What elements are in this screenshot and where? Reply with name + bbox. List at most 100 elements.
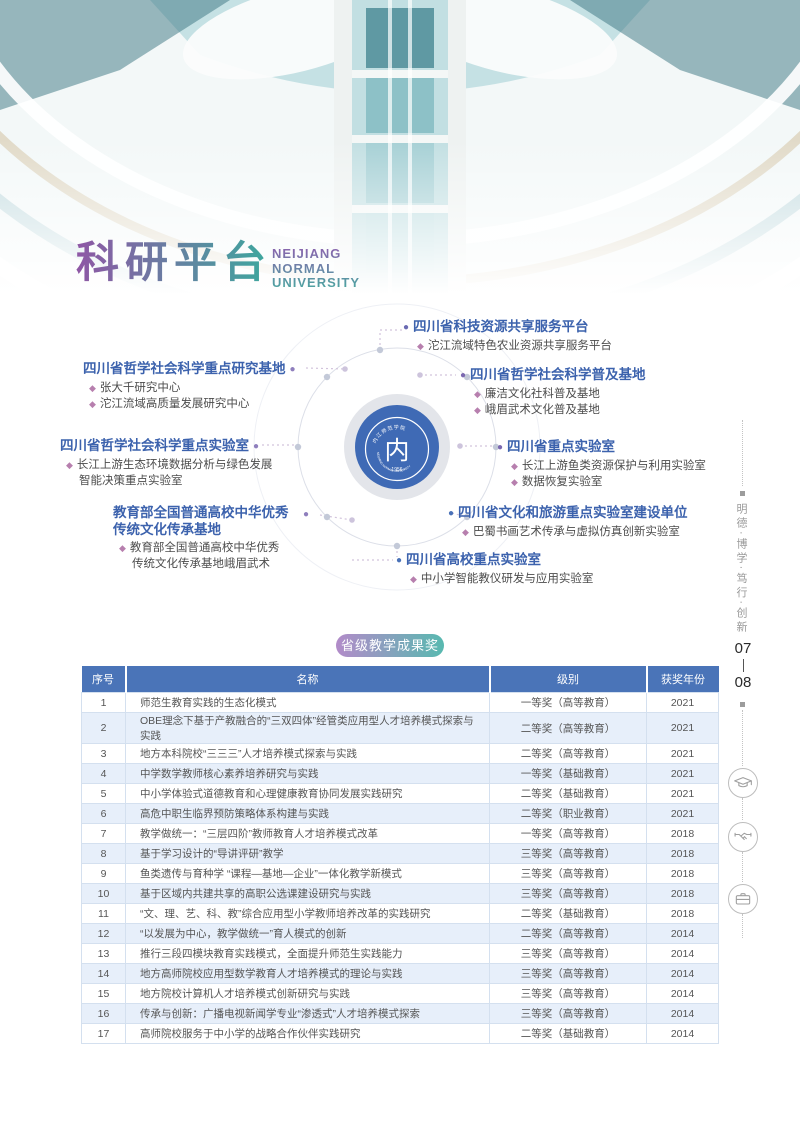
table-row: 12 “以发展为中心，教学做统一”育人模式的创新 二等奖（高等教育） 2014 — [81, 923, 719, 944]
award-level: 三等奖（高等教育） — [489, 843, 647, 864]
platform-block: 教育部全国普通高校中华优秀传统文化传承基地 ● ◆ 教育部全国普通高校中华优秀传统文化… — [113, 504, 309, 572]
platform-item-label: 沱江流域特色农业资源共享服务平台 — [427, 340, 612, 352]
platform-item-label: 长江上游鱼类资源保护与利用实验室 — [521, 460, 706, 472]
briefcase-icon — [728, 884, 758, 914]
row-no: 14 — [81, 963, 126, 984]
platform-title: 教育部全国普通高校中华优秀传统文化传承基地 — [113, 505, 289, 537]
diamond-icon: ◆ — [66, 460, 73, 470]
table-row: 5 中小学体验式道德教育和心理健康教育协同发展实践研究 二等奖（基础教育） 2021 — [81, 783, 719, 804]
award-year: 2021 — [646, 692, 719, 713]
table-row: 16 传承与创新：广播电视新闻学专业“渗透式”人才培养模式探索 三等奖（高等教育） 2… — [81, 1003, 719, 1024]
award-level: 三等奖（高等教育） — [489, 1003, 647, 1024]
diamond-icon: ◆ — [410, 574, 417, 584]
award-name: 基于学习设计的“导讲评研”教学 — [125, 843, 490, 864]
platform-title: 四川省哲学社会科学重点研究基地 — [83, 361, 286, 376]
table-row: 1 师范生教育实践的生态化模式 一等奖（高等教育） 2021 — [81, 692, 719, 713]
circle-diagram: 内江师范学院 NEIJIANG NORMAL UNIVERSITY 内 · 19… — [253, 303, 541, 591]
award-level: 一等奖（高等教育） — [489, 692, 647, 713]
dotted-line — [742, 420, 743, 486]
platform-list: 四川省哲学社会科学重点研究基地 ● ◆ 张大千研究中心 ◆ 沱江流域高质量发展研究中心 四川… — [60, 319, 706, 588]
award-year: 2018 — [646, 843, 719, 864]
award-level: 三等奖（高等教育） — [489, 863, 647, 884]
platform-item-label: 中小学智能教仪研发与应用实验室 — [420, 573, 594, 585]
platform-item: ◆ 教育部全国普通高校中华优秀传统文化传承基地峨眉武术 — [119, 541, 290, 572]
row-no: 4 — [81, 763, 126, 784]
platform-block: ● 四川省哲学社会科学普及基地 ◆ 廉洁文化社科普及基地 ◆ 峨眉武术文化普及基地 — [460, 366, 646, 418]
graduation-cap-icon — [728, 768, 758, 798]
table-row: 6 高危中职生临界预防策略体系构建与实践 二等奖（职业教育） 2021 — [81, 803, 719, 824]
diamond-icon: ◆ — [89, 383, 96, 393]
award-name: 高师院校服务于中小学的战略合作伙伴实践研究 — [125, 1023, 490, 1044]
table-row: 10 基于区域内共建共享的高职公选课建设研究与实践 三等奖（高等教育） 2018 — [81, 883, 719, 904]
platform-title: 四川省高校重点实验室 — [406, 552, 542, 567]
bullet-icon: ● — [396, 555, 403, 566]
dotted-line — [742, 798, 743, 820]
award-name: “文、理、艺、科、教”综合应用型小学教师培养改革的实践研究 — [125, 903, 490, 924]
row-no: 8 — [81, 843, 126, 864]
platform-item: ◆ 廉洁文化社科普及基地 — [474, 387, 646, 403]
award-year: 2014 — [646, 923, 719, 944]
diamond-icon: ◆ — [511, 461, 518, 471]
diamond-icon: ◆ — [511, 476, 518, 487]
platform-item: ◆ 巴蜀书画艺术传承与虚拟仿真创新实验室 — [462, 525, 688, 541]
award-year: 2014 — [646, 1023, 719, 1044]
table-row: 13 推行三段四模块教育实践模式，全面提升师范生实践能力 三等奖（高等教育） 2014 — [81, 943, 719, 964]
platform-item-label: 数据恢复实验室 — [521, 475, 603, 488]
page-number-top: 07 — [734, 640, 752, 657]
award-year: 2021 — [646, 743, 719, 764]
platform-item-label: 峨眉武术文化普及基地 — [484, 403, 600, 416]
diamond-icon: ◆ — [119, 543, 126, 553]
bullet-icon: ● — [302, 509, 309, 520]
platform-item: ◆ 中小学智能教仪研发与应用实验室 — [410, 572, 593, 588]
diamond-icon: ◆ — [462, 527, 469, 537]
table-row: 4 中学数学教师核心素养培养研究与实践 一等奖（基础教育） 2021 — [81, 763, 719, 784]
award-name: 中小学体验式道德教育和心理健康教育协同发展实践研究 — [125, 783, 490, 804]
platform-title: 四川省哲学社会科学重点实验室 — [60, 438, 249, 453]
award-level: 二等奖（高等教育） — [489, 743, 647, 764]
diamond-icon: ◆ — [89, 398, 96, 409]
award-name: 高危中职生临界预防策略体系构建与实践 — [125, 803, 490, 824]
award-name: 传承与创新：广播电视新闻学专业“渗透式”人才培养模式探索 — [125, 1003, 490, 1024]
page-title: 科研平台 — [76, 228, 272, 290]
building-photo — [0, 0, 800, 310]
award-name: 地方院校计算机人才培养模式创新研究与实践 — [125, 983, 490, 1004]
award-name: 师范生教育实践的生态化模式 — [125, 692, 490, 713]
row-no: 17 — [81, 1023, 126, 1044]
bullet-icon: ● — [497, 442, 504, 453]
table-row: 3 地方本科院校“三三三”人才培养模式探索与实践 二等奖（高等教育） 2021 — [81, 743, 719, 764]
platform-item: ◆ 长江上游鱼类资源保护与利用实验室 — [511, 459, 706, 475]
award-year: 2021 — [646, 712, 719, 744]
col-header-year: 获奖年份 — [646, 666, 719, 693]
platform-title: 四川省哲学社会科学普及基地 — [470, 367, 646, 382]
row-no: 2 — [81, 712, 126, 744]
award-year: 2021 — [646, 803, 719, 824]
platform-item: ◆ 沱江流域特色农业资源共享服务平台 — [417, 339, 612, 355]
platform-item: ◆ 长江上游生态环境数据分析与绿色发展智能决策重点实验室 — [66, 458, 281, 489]
col-header-level: 级别 — [489, 666, 648, 693]
award-level: 一等奖（基础教育） — [489, 763, 647, 784]
dotted-line — [742, 914, 743, 938]
table-header-row: 序号 名称 级别 获奖年份 — [81, 666, 719, 693]
square-dot — [740, 491, 745, 496]
diamond-icon: ◆ — [474, 389, 481, 399]
row-no: 3 — [81, 743, 126, 764]
bullet-icon: ● — [253, 441, 260, 452]
award-level: 三等奖（高等教育） — [489, 963, 647, 984]
diamond-icon: ◆ — [417, 341, 424, 351]
award-level: 二等奖（职业教育） — [489, 803, 647, 824]
school-motto: 明德·博学·笃行·创新 — [735, 503, 747, 635]
platform-block: 四川省哲学社会科学重点研究基地 ● ◆ 张大千研究中心 ◆ 沱江流域高质量发展研究中心 — [83, 360, 296, 412]
award-year: 2021 — [646, 783, 719, 804]
page-number-bottom: 08 — [734, 674, 752, 691]
platform-block: ● 四川省高校重点实验室 ◆ 中小学智能教仪研发与应用实验室 — [396, 551, 593, 588]
awards-table: 序号 名称 级别 获奖年份 1 师范生教育实践的生态化模式 一等奖（高等教育） 202… — [81, 666, 719, 1044]
award-year: 2018 — [646, 863, 719, 884]
row-no: 12 — [81, 923, 126, 944]
row-no: 1 — [81, 692, 126, 713]
table-row: 2 OBE理念下基于产教融合的“三双四体”经管类应用型人才培养模式探索与实践 二等奖… — [81, 712, 719, 744]
table-title-badge: 省级教学成果奖 — [336, 634, 444, 657]
row-no: 13 — [81, 943, 126, 964]
award-year: 2014 — [646, 943, 719, 964]
award-year: 2018 — [646, 883, 719, 904]
